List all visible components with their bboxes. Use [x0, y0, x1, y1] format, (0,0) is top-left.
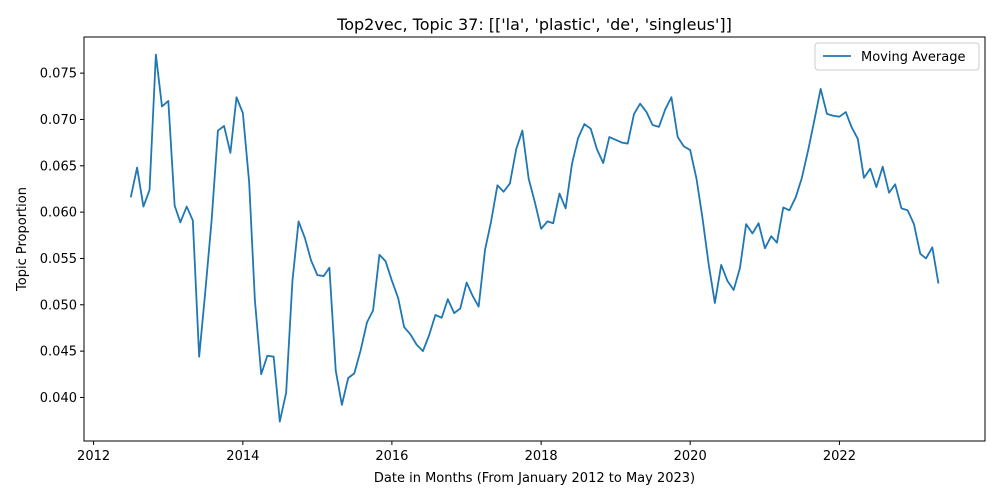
- plot-frame: [83, 36, 986, 442]
- x-tick-label: 2012: [77, 449, 110, 464]
- series-line-moving-average: [129, 53, 940, 423]
- y-tick-label: 0.065: [40, 159, 77, 174]
- y-axis-label: Topic Proportion: [15, 187, 30, 292]
- x-axis-label: Date in Months (From January 2012 to May…: [374, 471, 695, 486]
- plot-area: [83, 36, 986, 442]
- y-tick-label: 0.075: [40, 67, 77, 82]
- x-tick-label: 2016: [375, 449, 408, 464]
- y-tick-label: 0.040: [40, 391, 77, 406]
- x-axis: 2012 2014 2016 2018 2020 2022: [77, 441, 856, 464]
- y-tick-label: 0.050: [40, 298, 77, 313]
- chart-title: Top2vec, Topic 37: [['la', 'plastic', 'd…: [336, 15, 732, 34]
- x-tick-label: 2020: [674, 449, 707, 464]
- y-tick-label: 0.055: [40, 252, 77, 267]
- y-axis: 0.040 0.045 0.050 0.055 0.060 0.065 0.070 0.075: [40, 67, 84, 406]
- legend: Moving Average: [814, 42, 980, 71]
- y-tick-label: 0.060: [40, 206, 77, 221]
- series-layer: [129, 53, 940, 423]
- x-tick-label: 2022: [823, 449, 856, 464]
- y-tick-label: 0.070: [40, 113, 77, 128]
- legend-box: [814, 42, 980, 71]
- x-tick-label: 2018: [525, 449, 558, 464]
- legend-label: Moving Average: [861, 50, 965, 65]
- y-tick-label: 0.045: [40, 345, 77, 360]
- x-tick-label: 2014: [226, 449, 259, 464]
